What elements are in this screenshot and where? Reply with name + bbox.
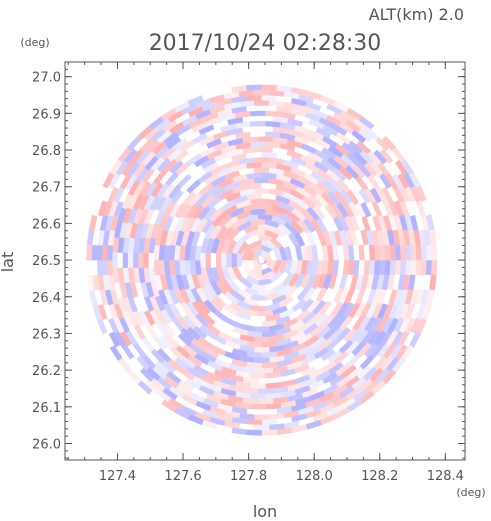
radar-bin — [249, 120, 266, 127]
radar-bin — [257, 125, 274, 132]
radar-bin — [253, 167, 270, 173]
y-unit-label: (deg) — [20, 36, 49, 49]
y-axis-label: lat — [0, 252, 17, 273]
radar-bin — [405, 259, 412, 276]
radar-bin — [91, 244, 98, 261]
radar-bin — [250, 130, 266, 138]
y-tick-label: 26.0 — [32, 437, 61, 452]
radar-bin — [249, 110, 266, 117]
radar-bin — [261, 429, 278, 436]
radar-bin — [257, 367, 274, 374]
radar-bin — [200, 252, 206, 269]
radar-bin — [106, 244, 114, 261]
radar-bin — [127, 252, 134, 268]
radar-bin — [226, 252, 232, 268]
y-tick-label: 26.6 — [32, 217, 61, 232]
radar-bin — [250, 141, 266, 148]
y-tick-label: 26.9 — [32, 107, 61, 122]
radar-bin — [106, 259, 114, 276]
chart-title: 2017/10/24 02:28:30 — [149, 31, 382, 56]
radar-bin — [257, 398, 274, 405]
altitude-label: ALT(km) 2.0 — [369, 5, 464, 24]
radar-bin — [410, 259, 417, 276]
radar-bin — [137, 252, 144, 268]
radar-bin — [253, 188, 270, 194]
radar-bin — [425, 259, 433, 276]
radar-bin — [86, 244, 93, 261]
radar-bin — [231, 252, 237, 268]
radar-bin — [257, 136, 274, 143]
radar-bin — [96, 259, 103, 276]
radar-bin — [246, 429, 262, 436]
radar-bin — [253, 347, 270, 353]
radar-bin — [122, 252, 128, 269]
y-tick-label: 26.3 — [32, 327, 61, 342]
x-tick-label: 128.0 — [296, 469, 333, 484]
radar-bin — [132, 252, 139, 268]
x-axis: 127.4 127.6 127.8 128.0 128.2 128.4 — [67, 62, 464, 484]
radar-bin — [91, 259, 98, 276]
radar-bin — [249, 393, 266, 400]
radar-center — [258, 257, 265, 264]
radar-bin — [253, 177, 270, 184]
radar-bin — [250, 383, 266, 390]
radar-bin — [117, 252, 123, 269]
radar-bin — [253, 414, 270, 420]
radar-bin — [431, 259, 438, 276]
radar-bin — [410, 244, 417, 261]
radar-bin — [420, 259, 428, 276]
radar-bin — [261, 84, 278, 91]
radar-bin — [86, 259, 93, 276]
radar-bin — [257, 115, 274, 122]
radar-bin — [101, 259, 108, 276]
radar-bin — [431, 244, 438, 261]
radar-bin — [257, 377, 274, 385]
radar-bin — [143, 252, 149, 268]
y-tick-label: 26.7 — [32, 181, 61, 196]
radar-bin — [253, 157, 270, 163]
y-tick-label: 26.4 — [32, 291, 61, 306]
y-tick-label: 27.0 — [32, 71, 61, 86]
radar-bin — [425, 244, 433, 261]
x-unit-label: (deg) — [456, 486, 485, 499]
x-tick-label: 127.4 — [99, 469, 136, 484]
radar-bin — [249, 403, 266, 410]
radar-bin — [246, 84, 262, 91]
x-tick-label: 128.2 — [361, 469, 398, 484]
x-tick-label: 127.6 — [164, 469, 201, 484]
radar-bin — [253, 326, 270, 333]
radar-bin — [420, 244, 428, 261]
radar-bin — [250, 372, 266, 379]
y-axis: 26.0 26.1 26.2 26.3 26.4 26.5 26.6 26.7 26.8 26.9… — [32, 68, 465, 459]
radar-bin — [215, 252, 222, 268]
radar-bin — [221, 252, 227, 268]
radar-bin — [415, 244, 422, 261]
y-tick-label: 26.1 — [32, 401, 61, 416]
x-axis-label: lon — [253, 502, 277, 521]
radar-bin — [253, 100, 270, 106]
radar-bin — [148, 252, 154, 268]
y-tick-label: 26.8 — [32, 144, 61, 159]
x-tick-label: 127.8 — [230, 469, 267, 484]
radar-bin — [210, 252, 216, 269]
radar-bin — [257, 146, 274, 153]
y-tick-label: 26.5 — [32, 254, 61, 269]
radar-bin — [253, 336, 270, 343]
radar-bin — [236, 252, 243, 268]
radar-bin — [257, 388, 274, 395]
radar-bin — [415, 259, 422, 276]
radar-bin — [253, 89, 270, 96]
x-tick-label: 128.4 — [427, 469, 464, 484]
radar-field — [86, 84, 438, 436]
y-tick-label: 26.2 — [32, 364, 61, 379]
radar-bin — [96, 244, 103, 261]
radar-bin — [253, 357, 270, 364]
radar-bin — [253, 424, 270, 431]
radar-bin — [101, 244, 108, 261]
radar-bin — [405, 244, 412, 261]
radar-bin — [112, 252, 118, 269]
radar-bin — [205, 252, 211, 269]
